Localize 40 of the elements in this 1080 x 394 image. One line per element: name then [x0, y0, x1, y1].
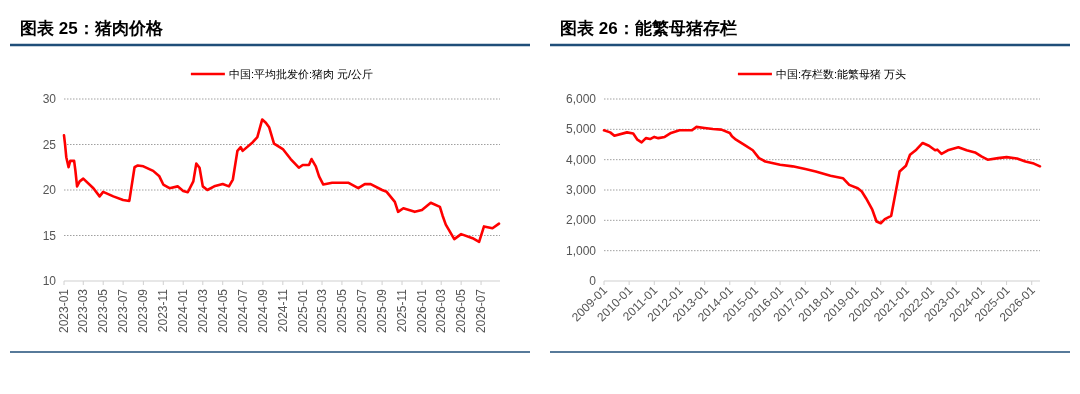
- chart-title: 图表 26：能繁母猪存栏: [560, 19, 737, 38]
- x-tick-label: 2025-01: [295, 288, 310, 334]
- y-tick-label: 1,000: [565, 243, 597, 258]
- x-tick-label: 2024-07: [235, 288, 250, 334]
- line-series: [602, 125, 1042, 225]
- y-tick-label: 25: [42, 137, 57, 152]
- x-tick-label: 2023-07: [116, 288, 131, 334]
- x-tick-label: 2026-05: [454, 288, 469, 334]
- y-tick-label: 30: [42, 92, 57, 106]
- y-tick-label: 10: [42, 274, 57, 288]
- x-tick-label: 2025-09: [375, 288, 390, 334]
- x-tick-label: 2024-11: [275, 288, 290, 333]
- legend-label: 中国:平均批发价:猪肉 元/公斤: [228, 68, 374, 80]
- x-tick-label: 2025-07: [354, 288, 369, 334]
- x-tick-label: 2025-05: [334, 288, 349, 334]
- x-tick-label: 2026-07: [474, 288, 489, 334]
- x-tick-label: 2024-05: [215, 288, 230, 334]
- x-tick-label: 2024-01: [176, 288, 191, 334]
- x-tick-label: 2023-09: [136, 288, 151, 334]
- y-tick-label: 3,000: [565, 183, 597, 197]
- y-tick-label: 5,000: [565, 122, 597, 137]
- x-tick-label: 2025-11: [395, 288, 410, 333]
- line-series: [62, 118, 501, 244]
- y-tick-label: 4,000: [565, 152, 597, 167]
- y-tick-label: 2,000: [565, 213, 597, 228]
- chart-title: 图表 25：猪肉价格: [20, 19, 164, 38]
- x-tick-label: 2026-03: [434, 288, 449, 334]
- x-tick-label: 2025-03: [315, 288, 330, 334]
- x-tick-label: 2023-05: [96, 288, 111, 334]
- y-tick-label: 0: [589, 274, 597, 288]
- x-tick-label: 2023-03: [76, 288, 91, 334]
- x-tick-label: 2024-03: [195, 288, 210, 334]
- x-tick-label: 2023-01: [57, 288, 71, 334]
- y-tick-label: 6,000: [565, 92, 597, 106]
- x-tick-label: 2026-01: [414, 288, 429, 334]
- x-tick-label: 2024-09: [255, 288, 270, 334]
- x-tick-label: 2023-11: [156, 288, 171, 333]
- y-tick-label: 20: [42, 183, 57, 197]
- legend-label: 中国:存栏数:能繁母猪 万头: [775, 68, 907, 80]
- y-tick-label: 15: [42, 228, 57, 243]
